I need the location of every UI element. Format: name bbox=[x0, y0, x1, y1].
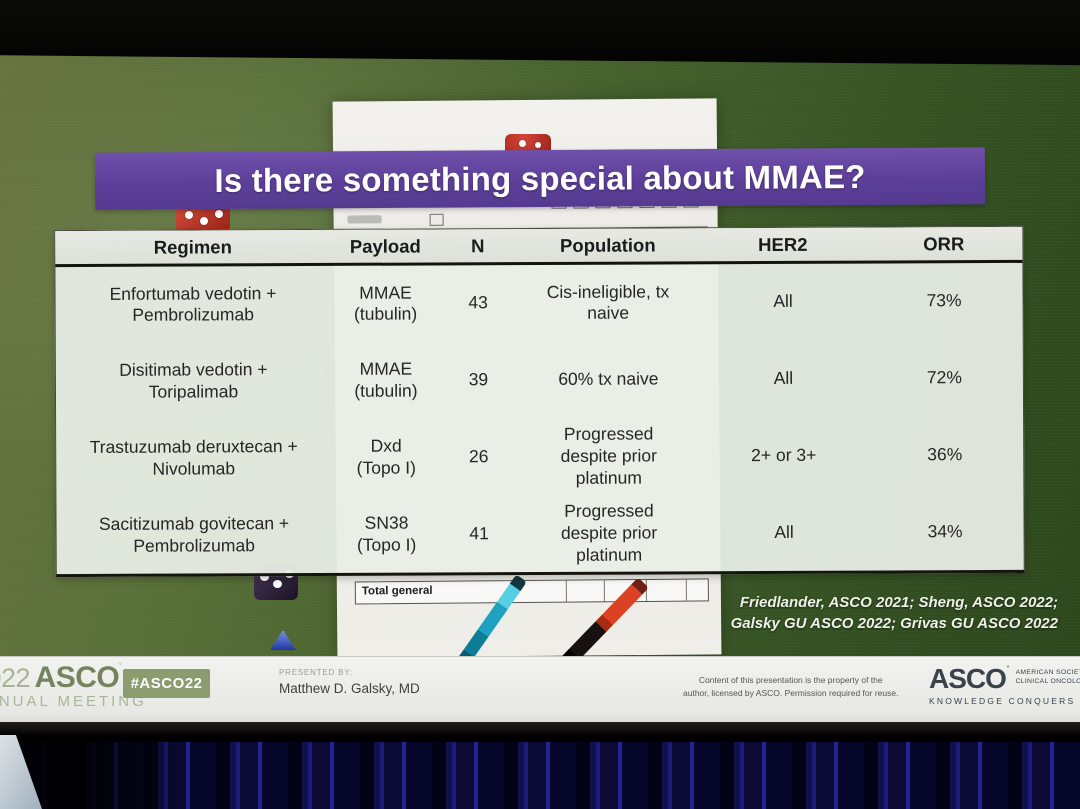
meeting-logo-line-1: 2022 ASCO˚ bbox=[0, 663, 147, 693]
slide-footer-bar: 2022 ASCO˚ ANNUAL MEETING #ASCO22 PRESEN… bbox=[0, 656, 1080, 723]
meeting-logo-line-2: ANNUAL MEETING bbox=[0, 693, 147, 710]
citation-line-1: Friedlander, ASCO 2021; Sheng, ASCO 2022… bbox=[739, 594, 1058, 611]
presenter-name: Matthew D. Galsky, MD bbox=[279, 681, 420, 696]
die-pip bbox=[215, 210, 223, 218]
asco-tagline-line-1: AMERICAN SOCIETY OF bbox=[1015, 669, 1080, 676]
column-header-n: N bbox=[471, 234, 485, 256]
die-pip bbox=[200, 217, 208, 225]
spreadsheet-total-row: Total general bbox=[354, 578, 709, 605]
column-header-regimen: Regimen bbox=[153, 235, 232, 258]
die-pip bbox=[519, 140, 526, 147]
column-header-population: Population bbox=[559, 233, 656, 256]
presented-by-block: PRESENTED BY: Matthew D. Galsky, MD bbox=[279, 668, 420, 696]
spreadsheet-cell-divider bbox=[603, 580, 605, 602]
trademark-mark: ˚ bbox=[1006, 665, 1010, 674]
die-pip bbox=[185, 211, 193, 219]
presented-by-label: PRESENTED BY: bbox=[279, 668, 353, 677]
cell-payload: SN38 (Topo I) bbox=[356, 512, 417, 555]
results-table: Regimen Payload N Population HER2 ORR En… bbox=[54, 225, 1025, 578]
spreadsheet-blurred-text bbox=[347, 215, 382, 224]
die-pip bbox=[260, 573, 269, 581]
cell-regimen: Sacitizumab govitecan + Pembrolizumab bbox=[98, 512, 290, 556]
blue-stage-curtain bbox=[0, 742, 1080, 809]
trademark-mark: ˚ bbox=[119, 662, 123, 672]
cell-orr: 72% bbox=[926, 367, 962, 388]
cell-n: 43 bbox=[468, 292, 488, 313]
spreadsheet-cell bbox=[429, 213, 444, 226]
spreadsheet-cell-divider bbox=[685, 579, 687, 601]
cell-population: Progressed despite prior platinum bbox=[560, 423, 657, 488]
cell-n: 41 bbox=[469, 522, 489, 543]
column-header-payload: Payload bbox=[349, 235, 421, 257]
meeting-asco-wordmark: ASCO bbox=[34, 661, 120, 694]
red-die-top bbox=[505, 134, 551, 152]
slide-title-banner: Is there something special about MMAE? bbox=[94, 147, 986, 210]
cell-population: Cis-ineligible, tx naive bbox=[546, 280, 670, 324]
red-die-left bbox=[176, 205, 230, 231]
citation-line-2: Galsky GU ASCO 2022; Grivas GU ASCO 2022 bbox=[730, 615, 1058, 633]
cell-payload: MMAE (tubulin) bbox=[353, 282, 418, 325]
asco-tagline: AMERICAN SOCIETY OF CLINICAL ONCOLOGY bbox=[1016, 668, 1080, 686]
slide-title: Is there something special about MMAE? bbox=[214, 157, 866, 199]
cell-her2: All bbox=[773, 291, 793, 312]
cell-regimen: Disitimab vedotin + Toripalimab bbox=[119, 359, 268, 402]
copyright-disclaimer: Content of this presentation is the prop… bbox=[683, 674, 898, 700]
hashtag-badge: #ASCO22 bbox=[123, 669, 210, 698]
cell-n: 26 bbox=[468, 446, 489, 467]
spreadsheet-cell-divider bbox=[565, 580, 567, 602]
asco-slogan: KNOWLEDGE CONQUERS CANCER bbox=[929, 696, 1080, 706]
cell-her2: All bbox=[773, 368, 794, 389]
column-header-orr: ORR bbox=[923, 232, 965, 254]
disclaimer-line-1: Content of this presentation is the prop… bbox=[698, 675, 883, 685]
meeting-year: 2022 bbox=[0, 663, 31, 693]
cell-population: Progressed despite prior platinum bbox=[560, 500, 658, 565]
room-ceiling-dark-area bbox=[0, 0, 1080, 66]
asco-society-logo: ASCO ˚ AMERICAN SOCIETY OF CLINICAL ONCO… bbox=[929, 665, 1080, 707]
asco-logo-row: ASCO ˚ AMERICAN SOCIETY OF CLINICAL ONCO… bbox=[929, 665, 1080, 693]
cell-regimen: Enfortumab vedotin + Pembrolizumab bbox=[109, 282, 277, 326]
table-body: Enfortumab vedotin + Pembrolizumab MMAE … bbox=[55, 263, 1023, 574]
table-row: Enfortumab vedotin + Pembrolizumab MMAE … bbox=[55, 263, 1022, 344]
table-row: Sacitizumab govitecan + Pembrolizumab SN… bbox=[56, 493, 1023, 574]
table-row: Disitimab vedotin + Toripalimab MMAE (tu… bbox=[56, 340, 1023, 421]
cell-payload: MMAE (tubulin) bbox=[354, 358, 418, 401]
cell-her2: 2+ or 3+ bbox=[751, 444, 817, 466]
die-pip bbox=[273, 580, 282, 588]
cell-her2: All bbox=[774, 521, 794, 542]
asco-wordmark: ASCO bbox=[929, 663, 1007, 694]
die-pip bbox=[535, 142, 541, 148]
cell-payload: Dxd (Topo I) bbox=[356, 435, 416, 478]
asco-annual-meeting-logo: 2022 ASCO˚ ANNUAL MEETING bbox=[0, 663, 147, 710]
table-header-row: Regimen Payload N Population HER2 ORR bbox=[55, 226, 1023, 268]
spreadsheet-total-label: Total general bbox=[361, 584, 433, 598]
disclaimer-line-2: author, licensed by ASCO. Permission req… bbox=[683, 687, 899, 698]
asco-tagline-line-2: CLINICAL ONCOLOGY bbox=[1015, 678, 1080, 686]
citation-text: Friedlander, ASCO 2021; Sheng, ASCO 2022… bbox=[731, 592, 1058, 635]
table-row: Trastuzumab deruxtecan + Nivolumab Dxd (… bbox=[56, 416, 1023, 497]
cell-orr: 36% bbox=[927, 444, 963, 465]
cell-regimen: Trastuzumab deruxtecan + Nivolumab bbox=[89, 436, 298, 479]
screen-bezel bbox=[0, 722, 1080, 742]
cell-orr: 73% bbox=[926, 290, 962, 311]
cell-population: 60% tx naive bbox=[558, 368, 659, 390]
column-header-her2: HER2 bbox=[758, 233, 808, 255]
cell-orr: 34% bbox=[927, 520, 963, 541]
cell-n: 39 bbox=[468, 369, 489, 390]
